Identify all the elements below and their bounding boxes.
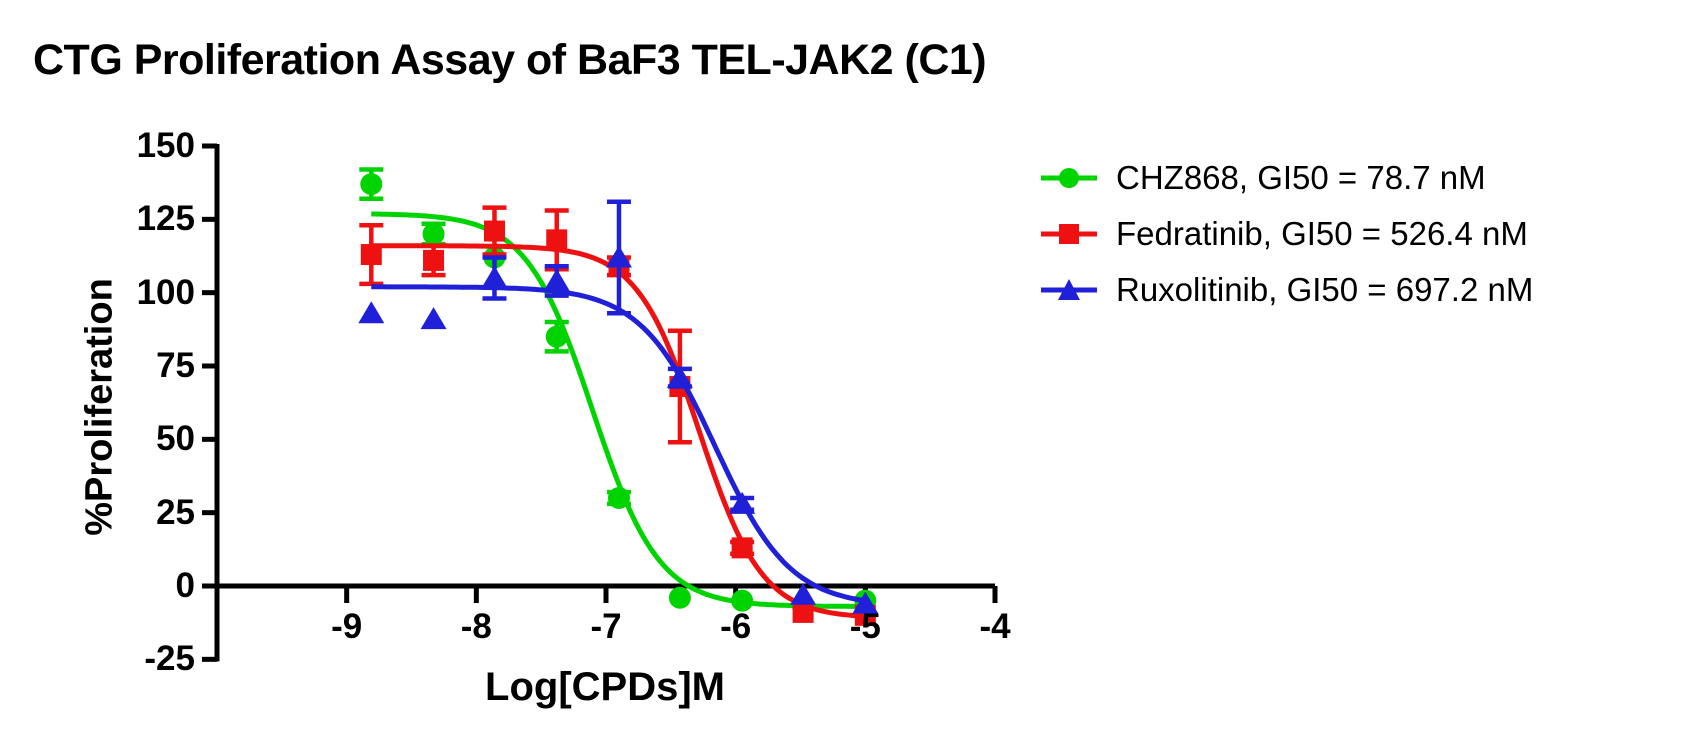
y-tick-label: -25: [144, 639, 195, 679]
x-axis-title: Log[CPDs]M: [485, 665, 725, 709]
legend-marker-triangle-icon: [1041, 279, 1097, 300]
y-tick-label: 75: [156, 346, 195, 385]
x-tick-label: -7: [590, 607, 622, 646]
data-point-triangle: [481, 266, 508, 288]
x-tick-label: -8: [460, 607, 492, 646]
data-point-triangle: [790, 582, 817, 605]
x-tick-label: -4: [979, 607, 1011, 646]
data-point-circle: [545, 325, 568, 348]
data-point-square: [792, 601, 814, 623]
data-point-square: [546, 229, 568, 251]
y-tick-label: 25: [156, 492, 195, 532]
data-point-triangle: [666, 365, 693, 388]
legend-item-chz868: CHZ868, GI50 = 78.7 nM: [1040, 150, 1533, 206]
data-point-triangle: [605, 245, 632, 268]
data-point-triangle: [358, 301, 385, 324]
data-point-triangle: [852, 591, 879, 614]
y-tick-label: 150: [136, 126, 195, 165]
legend-label: Fedratinib, GI50 = 526.4 nM: [1116, 215, 1528, 252]
data-point-triangle: [543, 268, 570, 291]
legend-item-fedratinib: Fedratinib, GI50 = 526.4 nM: [1040, 206, 1533, 262]
y-tick-label: 100: [136, 272, 195, 312]
y-tick-label: 0: [175, 566, 195, 605]
fit-curve-ruxolitinib: [371, 284, 866, 604]
data-point-square: [360, 244, 382, 266]
data-point-triangle: [729, 491, 756, 514]
x-tick-label: -5: [849, 607, 881, 646]
data-point-circle: [422, 223, 445, 245]
data-point-circle: [668, 586, 691, 609]
legend-label: CHZ868, GI50 = 78.7 nM: [1116, 159, 1486, 196]
y-tick-label: 50: [156, 419, 195, 459]
legend-item-ruxolitinib: Ruxolitinib, GI50 = 697.2 nM: [1040, 262, 1533, 318]
x-tick-label: -6: [720, 607, 752, 646]
data-point-circle: [360, 173, 383, 196]
legend-marker-circle-icon: [1041, 168, 1097, 188]
data-point-circle: [607, 487, 630, 509]
y-tick-label: 125: [136, 199, 195, 239]
x-tick-label: -9: [331, 607, 363, 646]
data-point-triangle: [420, 307, 447, 330]
legend-label: Ruxolitinib, GI50 = 697.2 nM: [1116, 271, 1534, 308]
data-point-square: [483, 220, 505, 242]
axes: [202, 143, 998, 662]
series-ruxolitinib: [358, 199, 879, 614]
fit-curve-chz868: [371, 211, 866, 609]
chart-title: CTG Proliferation Assay of BaF3 TEL-JAK2…: [33, 36, 987, 84]
legend-marker-square-icon: [1041, 224, 1097, 244]
data-point-circle: [731, 589, 754, 612]
data-point-square: [731, 537, 753, 559]
legend: CHZ868, GI50 = 78.7 nM Fedratinib, GI50 =…: [1040, 150, 1533, 318]
data-point-square: [423, 249, 445, 271]
